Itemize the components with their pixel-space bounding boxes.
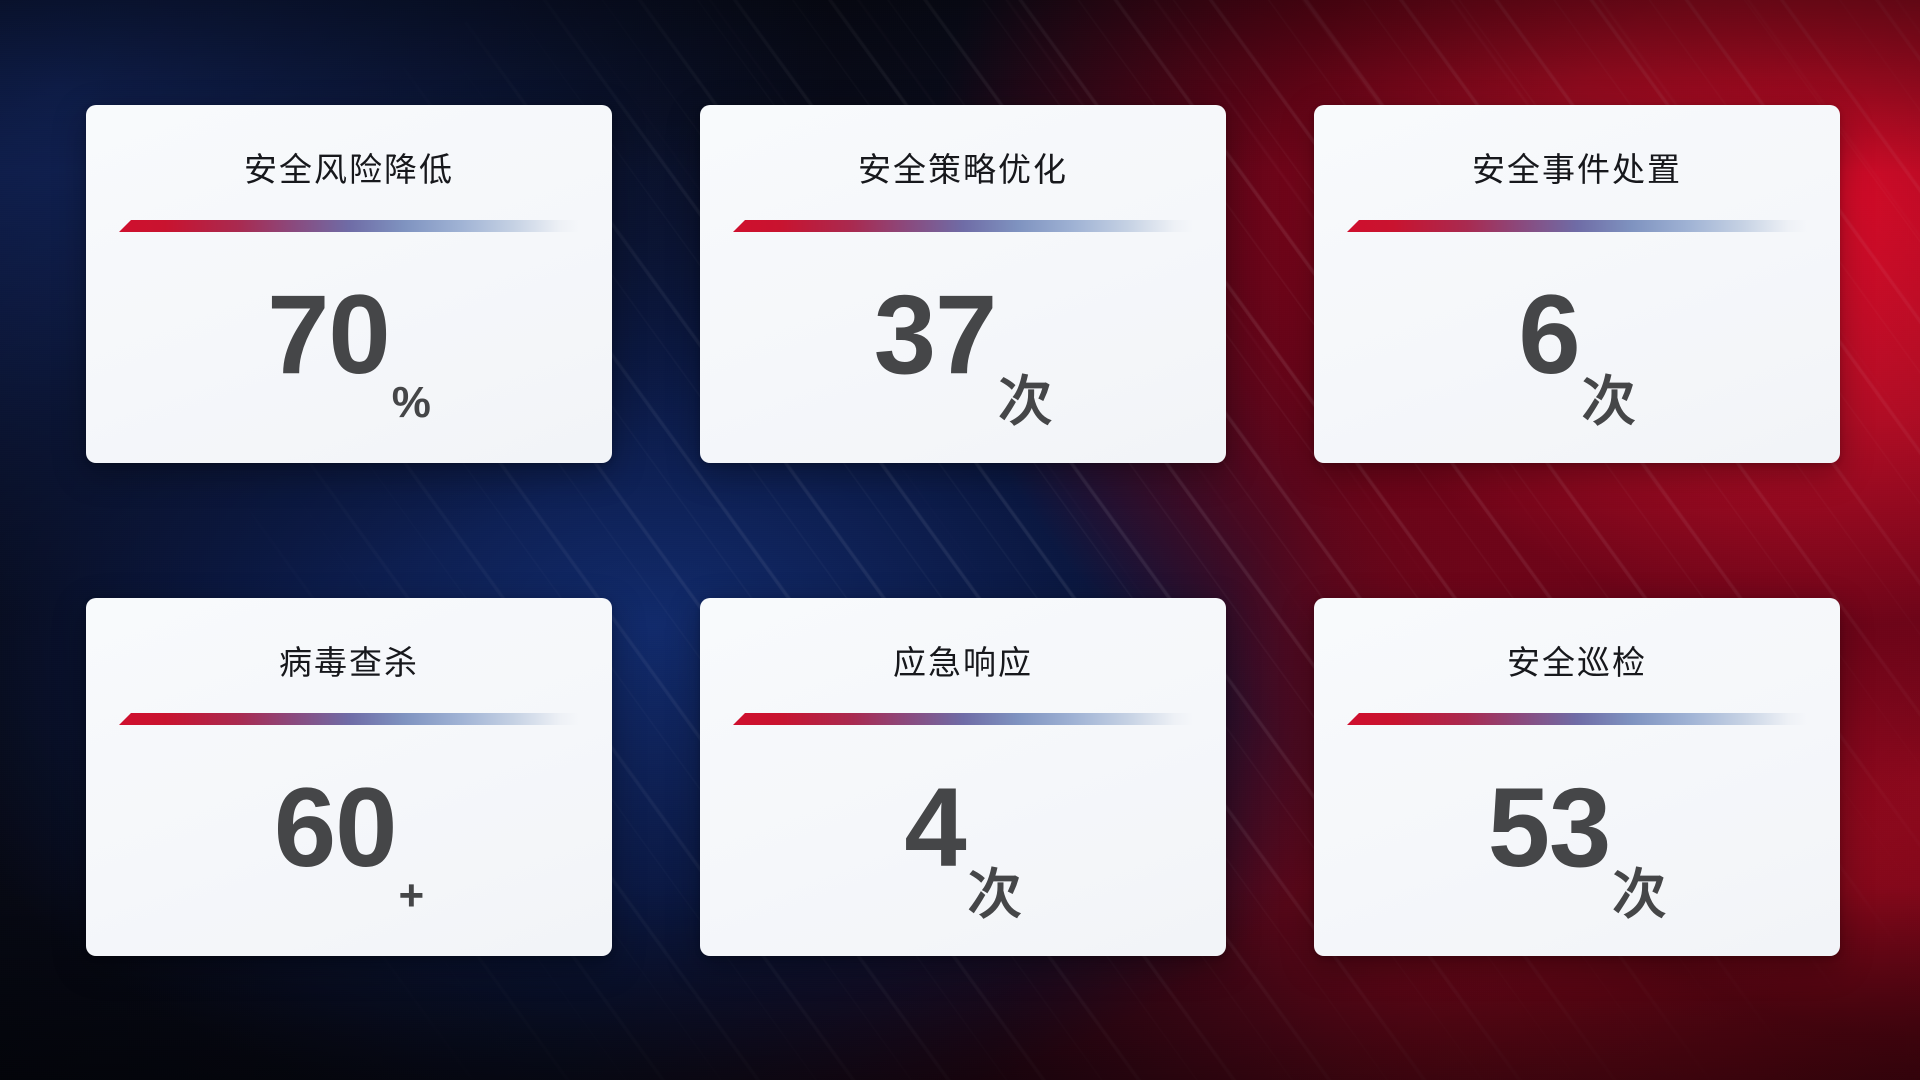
accent-rule	[733, 713, 1193, 725]
accent-gradient-bar	[733, 220, 1193, 232]
metric-value-row: 70%	[86, 232, 612, 463]
metric-card-grid: 安全风险降低 70% 安全策略优化 37 次安全事件处置 6 次病毒查杀 60 + 应急响应 4 次安…	[86, 105, 1840, 956]
metric-value-row: 53 次	[1314, 725, 1840, 956]
metric-value-suffix: 次	[967, 865, 1022, 925]
accent-rule	[1347, 220, 1807, 232]
metric-card[interactable]: 安全巡检 53 次	[1314, 598, 1840, 956]
metric-card[interactable]: 安全策略优化 37 次	[700, 105, 1226, 463]
accent-gradient-bar	[1347, 220, 1807, 232]
metric-card[interactable]: 安全事件处置 6 次	[1314, 105, 1840, 463]
metric-value-suffix: 次	[998, 372, 1053, 432]
metric-card[interactable]: 安全风险降低 70%	[86, 105, 612, 463]
metric-value-suffix: 次	[1581, 372, 1636, 432]
accent-rule	[1347, 713, 1807, 725]
metric-card-title: 安全策略优化	[858, 151, 1068, 188]
accent-rule	[119, 220, 579, 232]
metric-value: 53	[1487, 764, 1612, 890]
accent-gradient-bar	[733, 713, 1193, 725]
metric-value-suffix: +	[398, 871, 425, 920]
accent-rule	[119, 713, 579, 725]
metric-card-title: 应急响应	[893, 644, 1033, 681]
metric-card-title: 病毒查杀	[279, 644, 419, 681]
metric-value-suffix: 次	[1612, 865, 1667, 925]
accent-gradient-bar	[1347, 713, 1807, 725]
metric-value: 4	[904, 764, 966, 890]
metric-card-title: 安全风险降低	[244, 151, 454, 188]
metric-value: 6	[1518, 271, 1580, 397]
accent-gradient-bar	[119, 713, 579, 725]
metric-card-title: 安全巡检	[1507, 644, 1647, 681]
metric-value-row: 60 +	[86, 725, 612, 956]
metric-value: 60	[273, 764, 398, 890]
metric-value-row: 37 次	[700, 232, 1226, 463]
metric-card-title: 安全事件处置	[1472, 151, 1682, 188]
metric-value: 70	[267, 271, 391, 397]
metric-value: 37	[873, 271, 998, 397]
metric-card[interactable]: 应急响应 4 次	[700, 598, 1226, 956]
metric-value-suffix: %	[391, 378, 431, 427]
accent-rule	[733, 220, 1193, 232]
accent-gradient-bar	[119, 220, 579, 232]
metric-card[interactable]: 病毒查杀 60 +	[86, 598, 612, 956]
